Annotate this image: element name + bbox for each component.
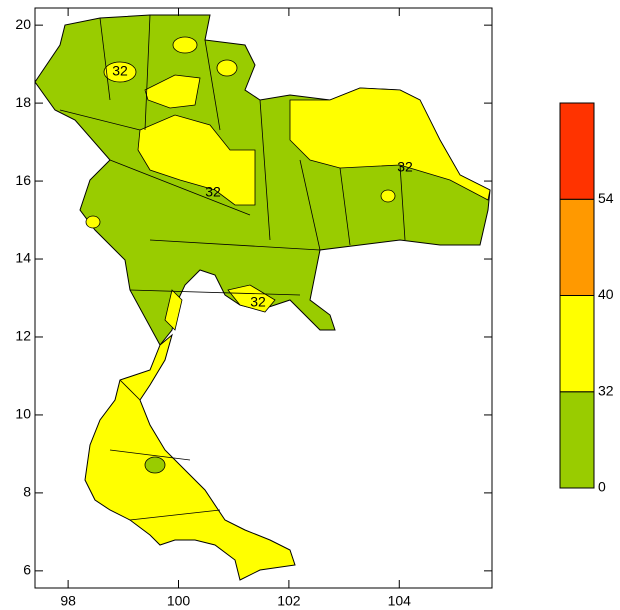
central-yellow bbox=[137, 114, 256, 206]
y-tick-label: 6 bbox=[23, 562, 31, 578]
yellow-patch bbox=[227, 284, 276, 313]
province-lines bbox=[59, 14, 406, 521]
y-tick-label: 8 bbox=[23, 484, 31, 500]
peninsula-yellow bbox=[84, 333, 296, 581]
colorbar-label: 0 bbox=[598, 479, 606, 495]
y-tick-label: 16 bbox=[15, 172, 31, 188]
colorbar-label: 40 bbox=[598, 286, 614, 302]
map-shapes bbox=[34, 14, 491, 581]
yellow-patch bbox=[164, 289, 183, 331]
x-tick-label: 102 bbox=[277, 593, 301, 609]
green-patch bbox=[144, 456, 166, 474]
contour-label: 32 bbox=[205, 184, 221, 200]
yellow-patch bbox=[172, 36, 198, 54]
colorbar-segment bbox=[559, 198, 595, 296]
y-tick-label: 12 bbox=[15, 328, 31, 344]
colorbar-segment bbox=[559, 295, 595, 393]
colorbar-label: 54 bbox=[598, 190, 614, 206]
northeast-yellow bbox=[289, 87, 491, 201]
contour-label: 32 bbox=[397, 159, 413, 175]
yellow-patch bbox=[380, 189, 396, 203]
y-tick-label: 18 bbox=[15, 94, 31, 110]
yellow-patch bbox=[216, 59, 238, 77]
colorbar-segment bbox=[559, 102, 595, 200]
contour-label: 32 bbox=[112, 63, 128, 79]
y-tick-label: 14 bbox=[15, 250, 31, 266]
y-tick-label: 20 bbox=[15, 16, 31, 32]
yellow-patch bbox=[85, 215, 101, 229]
y-tick-label: 10 bbox=[15, 406, 31, 422]
x-tick-label: 104 bbox=[388, 593, 412, 609]
colorbar-label: 32 bbox=[598, 382, 614, 398]
north-yellow bbox=[144, 74, 201, 109]
yellow-patch bbox=[103, 61, 137, 83]
x-tick-label: 98 bbox=[60, 593, 76, 609]
colorbar-segment bbox=[559, 391, 595, 489]
x-tick-label: 100 bbox=[167, 593, 191, 609]
contour-label: 32 bbox=[250, 294, 266, 310]
